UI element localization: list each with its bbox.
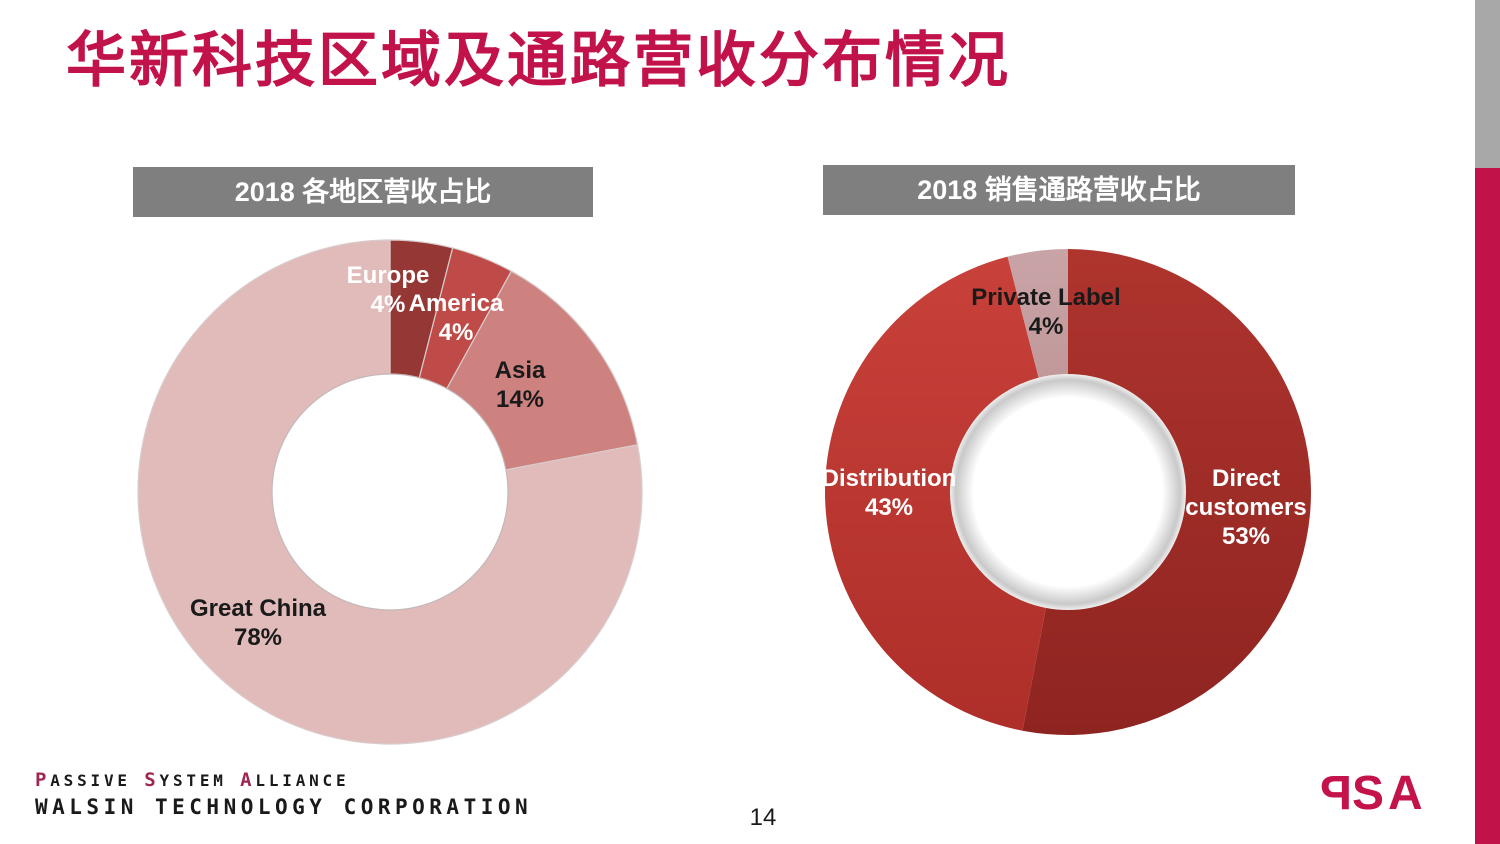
psa-logo-letter-s: S — [1352, 767, 1389, 820]
slice-label-direct-customers: Direct customers 53% — [1181, 464, 1311, 551]
region-chart-header: 2018 各地区营收占比 — [133, 167, 593, 217]
slice-label-private-label: Private Label 4% — [971, 283, 1120, 341]
walsin-technology-corporation-text: WALSIN TECHNOLOGY CORPORATION — [35, 795, 533, 819]
slice-percent: 43% — [864, 494, 914, 521]
slice-name: America — [408, 290, 504, 317]
psa-logo-letter-p: P — [1316, 767, 1353, 820]
slice-percent: 53% — [1221, 523, 1271, 550]
slice-name: Great China — [189, 595, 327, 622]
slice-percent: 4% — [438, 319, 474, 346]
psa-logo-letter-a: A — [1388, 767, 1427, 820]
page-number: 14 — [749, 804, 777, 831]
slice-name: Asia — [494, 357, 546, 384]
slice-label-distribution: Distribution 43% — [822, 464, 957, 522]
slice-percent: 4% — [1028, 313, 1064, 340]
slice-label-great-china: Great China 78% — [190, 594, 326, 652]
slice-label-europe: Europe 4% — [347, 261, 430, 319]
initial-a: A — [240, 769, 256, 791]
sales-channel-donut-chart — [825, 249, 1311, 735]
slice-name: Private Label — [971, 284, 1121, 311]
psa-logo: PSA — [1316, 767, 1427, 820]
slice-label-america: America 4% — [409, 289, 504, 347]
slice-percent: 4% — [370, 291, 406, 318]
slide-title: 华新科技区域及通路营收分布情况 — [66, 27, 1011, 94]
slice-name: Distribution — [821, 465, 957, 492]
initial-p: P — [35, 769, 51, 791]
slice-name: Europe — [346, 262, 430, 289]
passive-system-alliance-text: PASSIVE SYSTEM ALLIANCE — [35, 769, 350, 791]
region-revenue-donut-chart — [137, 239, 643, 745]
company-logotype: PASSIVE SYSTEM ALLIANCE WALSIN TECHNOLOG… — [35, 769, 532, 822]
slice-percent: 14% — [495, 386, 545, 413]
initial-s: S — [144, 769, 160, 791]
slice-name: Direct customers — [1185, 465, 1307, 521]
edge-stripe-red — [1475, 168, 1500, 844]
slice-label-asia: Asia 14% — [495, 356, 546, 414]
slice-percent: 78% — [233, 624, 283, 651]
channel-chart-header: 2018 销售通路营收占比 — [823, 165, 1295, 215]
edge-stripe-gray — [1475, 0, 1500, 168]
